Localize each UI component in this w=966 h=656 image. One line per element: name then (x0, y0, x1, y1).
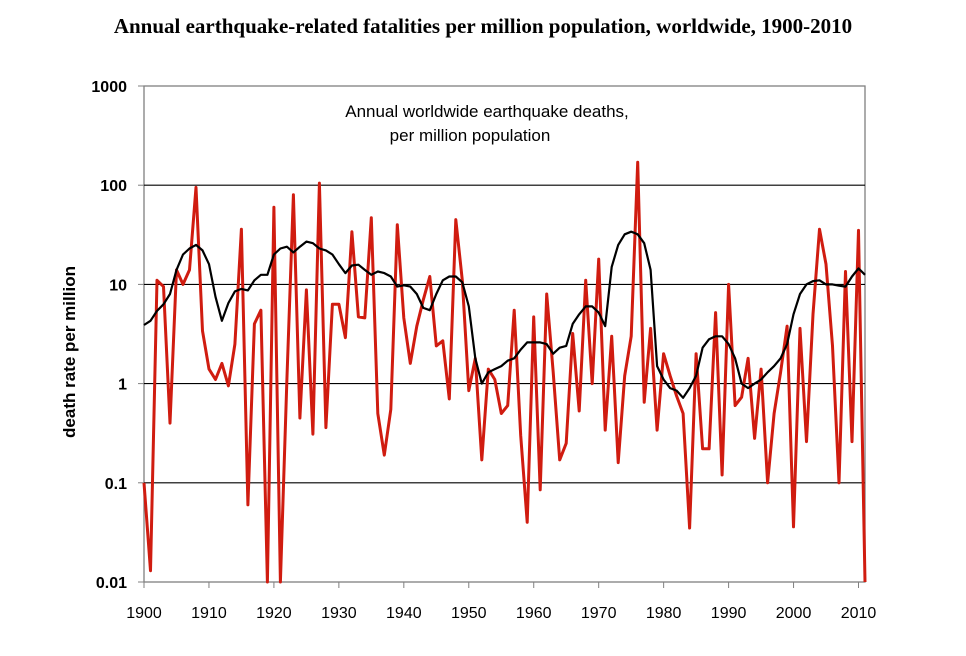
series-line-annual (142, 160, 867, 584)
x-tick-label: 1940 (386, 605, 422, 622)
page-title: Annual earthquake-related fatalities per… (113, 14, 853, 38)
x-tick-label: 2010 (841, 605, 877, 622)
y-tick-label: 1000 (91, 79, 127, 96)
y-tick-label: 0.01 (96, 575, 127, 592)
x-tick-label: 1960 (516, 605, 552, 622)
x-tick-label: 1920 (256, 605, 292, 622)
x-tick-label: 1930 (321, 605, 357, 622)
x-tick-label: 1990 (711, 605, 747, 622)
y-axis-label: death rate per million (60, 266, 79, 438)
y-tick-label: 10 (109, 277, 127, 294)
x-tick-label: 2000 (776, 605, 812, 622)
series-line-smoothed (143, 230, 866, 399)
chart-annotation-line-1: Annual worldwide earthquake deaths, (345, 102, 629, 121)
x-tick-label: 1910 (191, 605, 227, 622)
chart-annotation-line-2: per million population (390, 126, 551, 145)
x-tick-label: 1980 (646, 605, 682, 622)
y-tick-label: 1 (118, 377, 127, 394)
x-tick-label: 1900 (126, 605, 162, 622)
x-tick-label: 1970 (581, 605, 617, 622)
y-tick-label: 0.1 (105, 476, 127, 493)
plot-area (143, 85, 866, 583)
y-tick-label: 100 (100, 178, 127, 195)
x-tick-label: 1950 (451, 605, 487, 622)
